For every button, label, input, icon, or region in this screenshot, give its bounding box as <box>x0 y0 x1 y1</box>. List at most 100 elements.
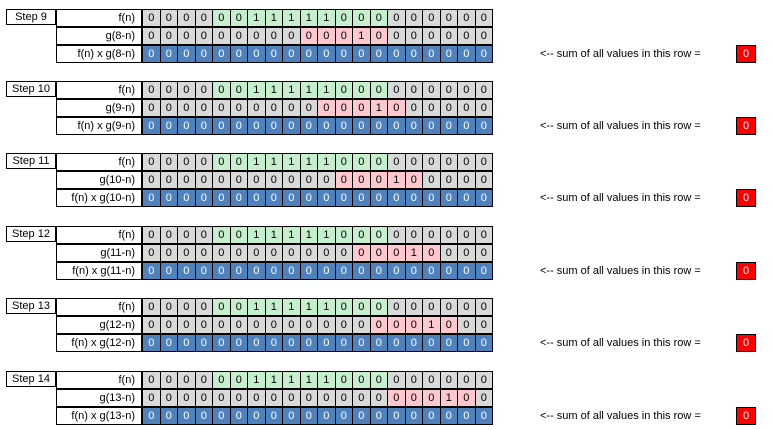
value-cell: 0 <box>352 298 371 316</box>
value-cell: 0 <box>159 226 178 244</box>
step-block: Step 9 f(n) 0 0 0 0 0 0 1 1 1 1 1 0 0 0 0 0 0 0 0 0 g(8-n) 0 0 0 0… <box>0 9 772 63</box>
value-cell: 0 <box>142 81 161 99</box>
value-cell: 0 <box>142 226 161 244</box>
value-cell: 1 <box>247 153 266 171</box>
value-cell: 0 <box>474 9 493 27</box>
value-cell: 0 <box>457 262 476 280</box>
value-cell: 0 <box>177 153 196 171</box>
value-cell: 0 <box>159 81 178 99</box>
value-cell: 0 <box>334 27 353 45</box>
value-cell: 0 <box>422 153 441 171</box>
row-label: f(n) <box>56 371 142 389</box>
value-cell: 0 <box>387 189 406 207</box>
value-cell: 0 <box>404 389 423 407</box>
value-cell: 0 <box>194 117 213 135</box>
value-cell: 0 <box>404 262 423 280</box>
value-cell: 0 <box>369 81 388 99</box>
value-cell: 0 <box>194 27 213 45</box>
value-cell: 0 <box>404 298 423 316</box>
value-cell: 1 <box>282 371 301 389</box>
row-label: f(n) <box>56 81 142 99</box>
value-cell: 0 <box>282 389 301 407</box>
value-cell: 0 <box>352 81 371 99</box>
value-cell: 0 <box>387 27 406 45</box>
value-cell: 0 <box>352 334 371 352</box>
value-cell: 0 <box>369 153 388 171</box>
value-cell: 0 <box>299 389 318 407</box>
value-cell: 0 <box>369 45 388 63</box>
value-cell: 0 <box>264 99 283 117</box>
value-cell: 0 <box>282 99 301 117</box>
value-cell: 0 <box>177 27 196 45</box>
value-cell: 0 <box>334 45 353 63</box>
sum-note: <-- sum of all values in this row = <box>540 410 701 422</box>
value-cell: 0 <box>247 262 266 280</box>
sum-value: 0 <box>736 45 756 63</box>
value-cell: 0 <box>177 99 196 117</box>
value-cell: 0 <box>334 371 353 389</box>
value-cell: 0 <box>334 9 353 27</box>
value-cell: 0 <box>404 27 423 45</box>
value-cell: 0 <box>142 371 161 389</box>
value-cell: 0 <box>142 407 161 425</box>
value-cell: 0 <box>369 298 388 316</box>
value-cell: 0 <box>457 189 476 207</box>
value-cell: 0 <box>387 244 406 262</box>
value-cell: 0 <box>387 81 406 99</box>
value-cell: 0 <box>159 99 178 117</box>
value-cell: 0 <box>229 27 248 45</box>
value-cell: 0 <box>247 407 266 425</box>
value-cell: 0 <box>264 45 283 63</box>
value-cell: 1 <box>282 81 301 99</box>
value-cell: 0 <box>194 316 213 334</box>
value-cell: 0 <box>317 316 336 334</box>
value-cell: 0 <box>422 334 441 352</box>
value-cell: 0 <box>264 407 283 425</box>
value-cell: 0 <box>317 99 336 117</box>
value-cell: 0 <box>229 407 248 425</box>
value-cell: 0 <box>334 389 353 407</box>
value-cell: 0 <box>387 9 406 27</box>
value-cell: 1 <box>299 298 318 316</box>
value-cell: 0 <box>422 117 441 135</box>
value-cell: 0 <box>352 262 371 280</box>
row-label: g(9-n) <box>56 99 142 117</box>
value-cell: 0 <box>387 117 406 135</box>
value-cell: 0 <box>282 27 301 45</box>
value-cell: 0 <box>422 81 441 99</box>
value-cell: 0 <box>387 99 406 117</box>
value-cell: 0 <box>247 99 266 117</box>
value-cell: 0 <box>299 189 318 207</box>
step-label: Step 9 <box>6 9 56 25</box>
value-cell: 0 <box>177 371 196 389</box>
value-cell: 1 <box>247 9 266 27</box>
row-label: f(n) x g(12-n) <box>56 334 142 352</box>
value-cell: 0 <box>159 9 178 27</box>
value-cell: 0 <box>474 171 493 189</box>
value-cell: 0 <box>387 334 406 352</box>
value-cell: 0 <box>142 171 161 189</box>
value-cell: 0 <box>352 99 371 117</box>
row-label: f(n) x g(10-n) <box>56 189 142 207</box>
value-cell: 1 <box>264 298 283 316</box>
value-cell: 0 <box>474 153 493 171</box>
row-label: f(n) <box>56 298 142 316</box>
value-cell: 0 <box>404 316 423 334</box>
value-cell: 0 <box>422 371 441 389</box>
value-cell: 0 <box>369 27 388 45</box>
value-cell: 0 <box>404 407 423 425</box>
value-cell: 0 <box>247 334 266 352</box>
value-cell: 0 <box>457 9 476 27</box>
value-cell: 0 <box>334 244 353 262</box>
value-cell: 0 <box>264 262 283 280</box>
value-cell: 0 <box>212 171 231 189</box>
value-cell: 0 <box>317 189 336 207</box>
value-cell: 0 <box>229 153 248 171</box>
value-cell: 0 <box>142 153 161 171</box>
value-cell: 0 <box>387 153 406 171</box>
value-cell: 0 <box>194 334 213 352</box>
